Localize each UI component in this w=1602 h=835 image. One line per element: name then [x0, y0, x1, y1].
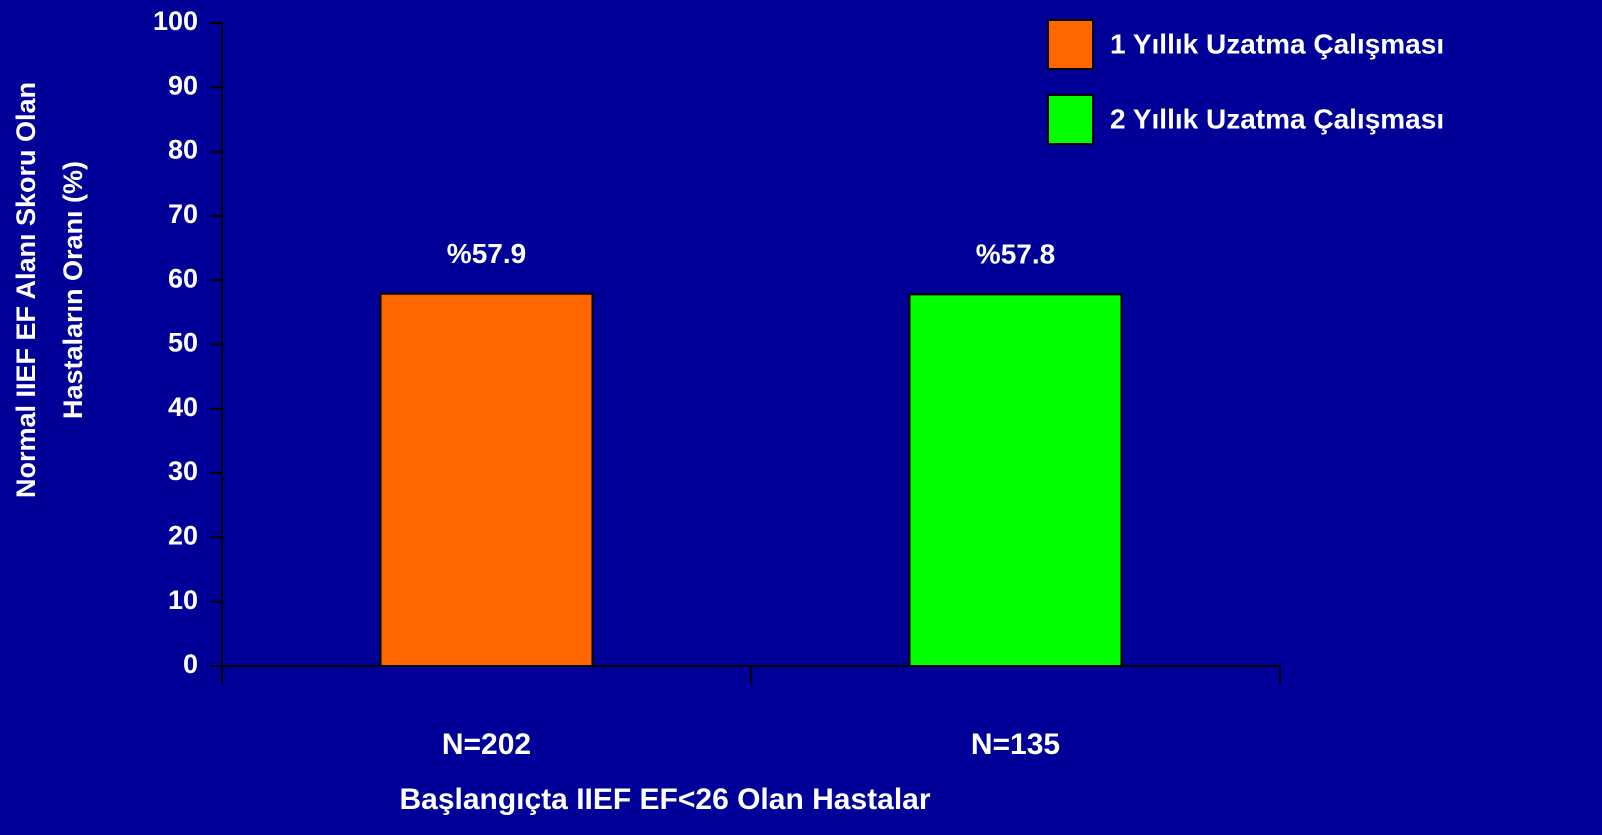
y-tick-label: 30 — [168, 456, 198, 486]
x-tick-label: N=202 — [442, 728, 531, 761]
y-axis-label: Normal IIEF EF Alanı Skoru Olan — [11, 82, 41, 498]
y-tick-label: 80 — [168, 135, 198, 165]
legend-label: 2 Yıllık Uzatma Çalışması — [1110, 103, 1444, 134]
data-label: %57.8 — [976, 239, 1055, 270]
y-tick-label: 40 — [168, 392, 198, 422]
y-tick-label: 60 — [168, 263, 198, 293]
bar — [908, 293, 1123, 667]
bar — [379, 292, 594, 667]
x-tick-label: N=135 — [971, 728, 1060, 761]
y-tick-label: 50 — [168, 328, 198, 358]
legend-label: 1 Yıllık Uzatma Çalışması — [1110, 28, 1444, 59]
y-tick-label: 90 — [168, 70, 198, 100]
y-tick-label: 10 — [168, 585, 198, 615]
y-axis-label: Hastaların Oranı (%) — [58, 161, 88, 419]
y-tick-label: 20 — [168, 521, 198, 551]
x-axis-label: Başlangıçta IIEF EF<26 Olan Hastalar — [399, 783, 930, 816]
y-tick-label: 100 — [153, 6, 198, 36]
data-label: %57.9 — [447, 238, 526, 269]
y-tick-label: 0 — [183, 649, 198, 679]
y-tick-label: 70 — [168, 199, 198, 229]
legend-swatch — [1047, 19, 1094, 70]
legend-swatch — [1047, 94, 1094, 145]
